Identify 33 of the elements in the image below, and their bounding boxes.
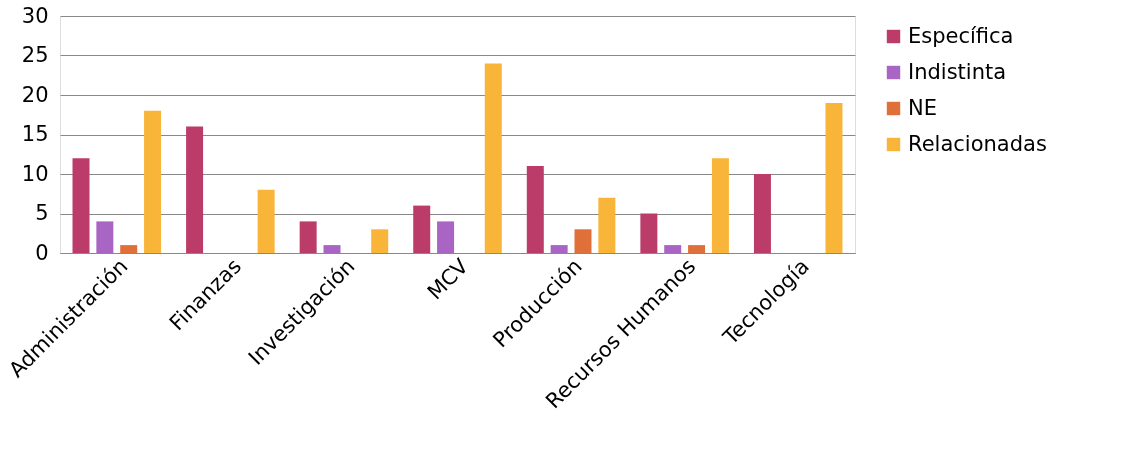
bar [120,245,138,253]
bar [640,213,658,253]
bar [371,229,389,253]
bar [413,205,431,253]
legend-label: Específica [908,23,1014,48]
bar [825,102,843,253]
bar [96,221,114,253]
bar [299,221,317,253]
bar [526,166,544,253]
bar [598,197,616,253]
bar [664,245,682,253]
bar [688,245,706,253]
bar [550,245,568,253]
bar [574,229,592,253]
bar [753,174,771,253]
legend-label: Relacionadas [908,131,1047,156]
y-tick-label: 30 [21,3,49,28]
bar [72,158,90,253]
y-tick-label: 10 [21,161,49,186]
legend-label: Indistinta [908,59,1007,84]
y-tick-label: 5 [35,201,49,225]
y-tick-label: 0 [35,240,49,265]
bar [711,158,729,253]
bar [437,221,455,253]
bar [257,189,275,253]
bar [323,245,341,253]
bar [484,63,502,253]
y-tick-label: 25 [21,43,49,67]
y-tick-label: 15 [21,122,49,146]
bar [144,110,162,253]
legend-label: NE [908,95,937,120]
bar [186,126,204,253]
y-tick-label: 20 [21,82,49,107]
